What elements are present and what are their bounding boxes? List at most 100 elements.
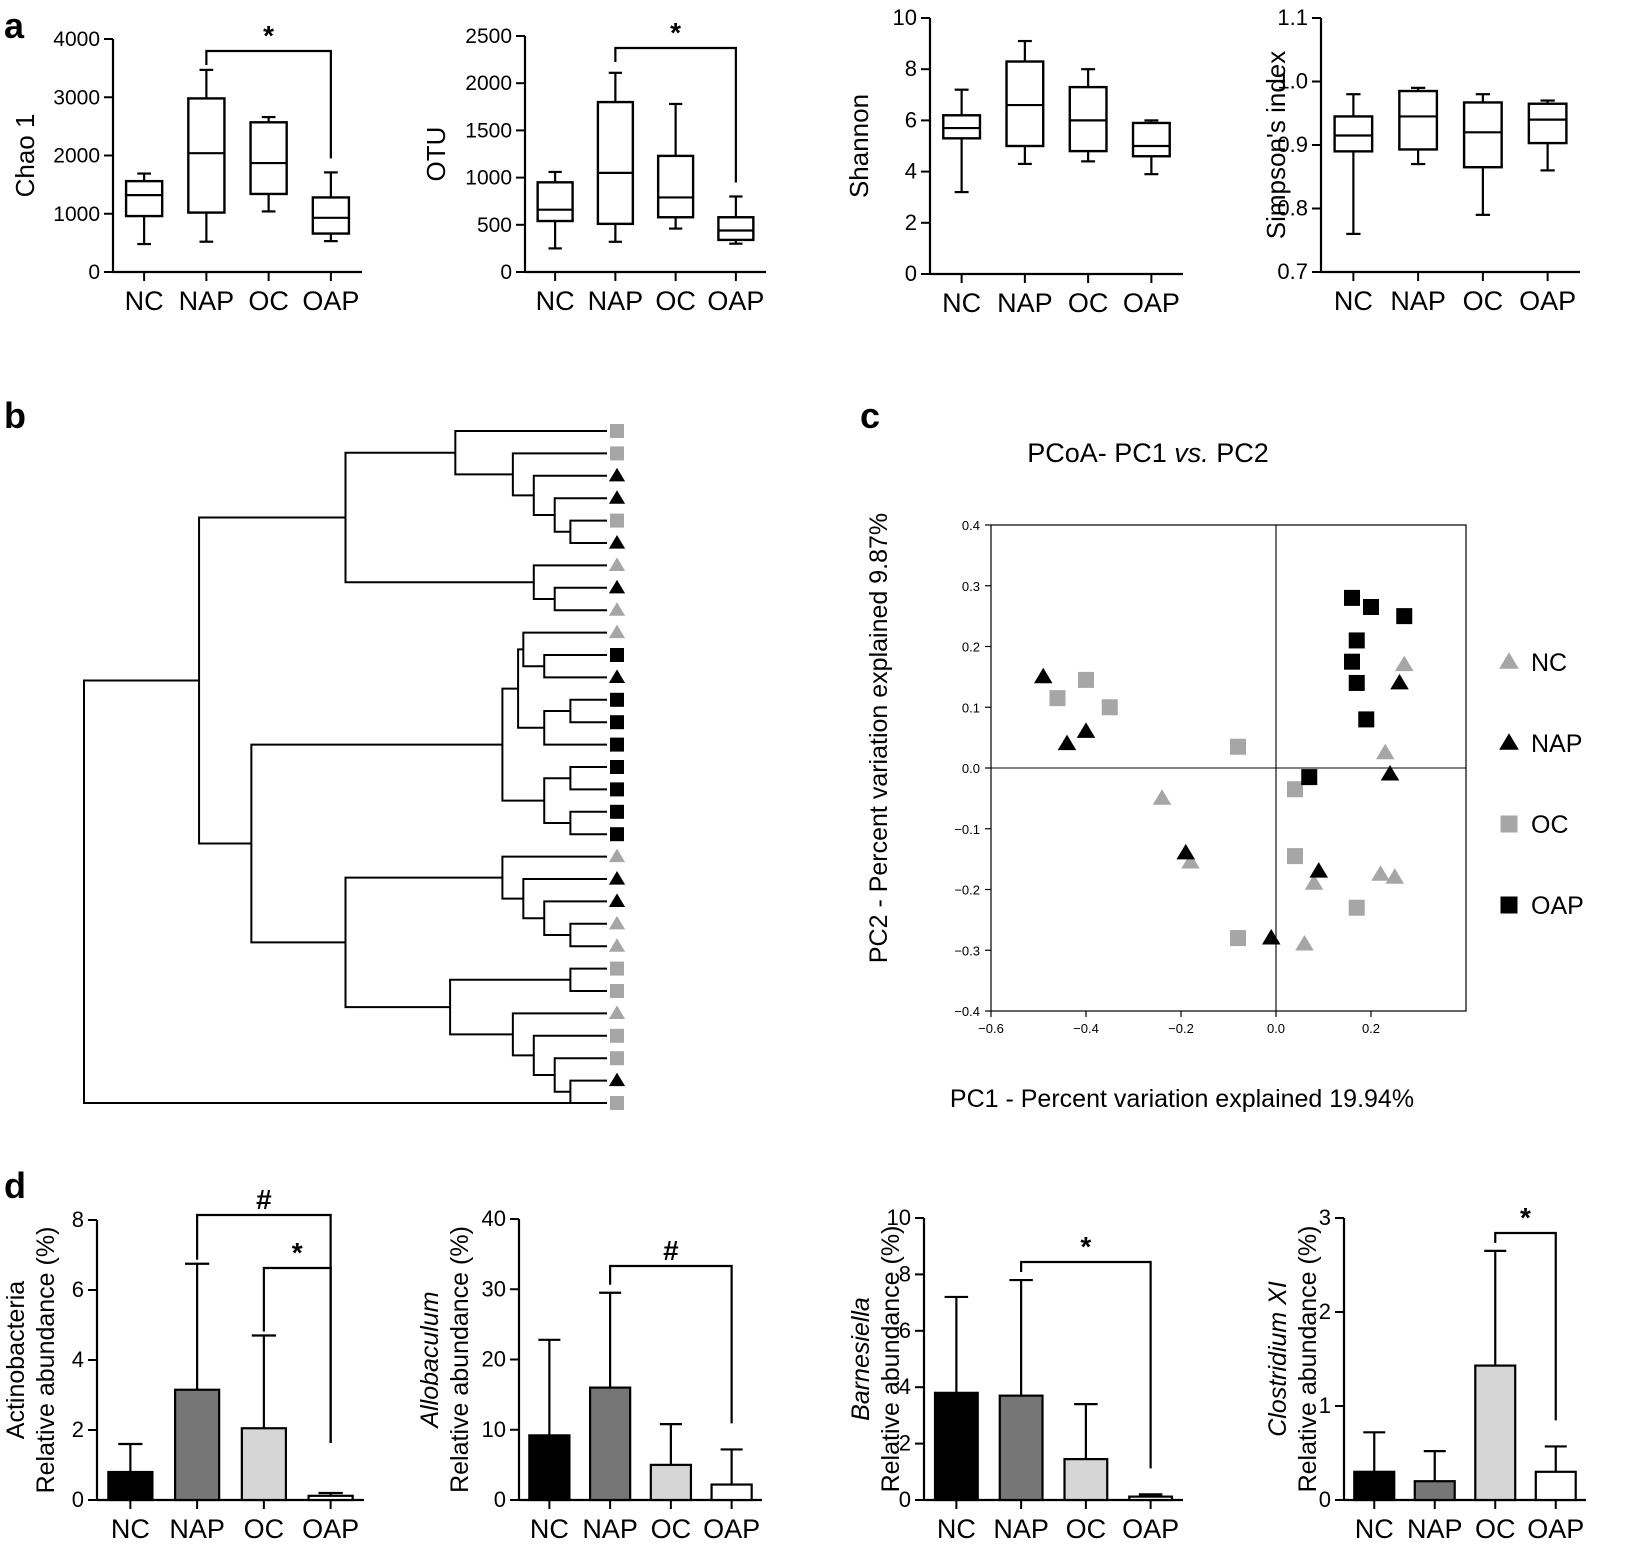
otu-x-tick-label: OC [655,286,696,316]
otu-x-tick-label: NC [536,286,575,316]
chart-actinobacteria: 0 2 4 6 8 NC NAP OC OAP Actinobacteria Relative ab… [2,1184,364,1544]
barnesiella-significance-label: * [1080,1231,1091,1262]
dendrogram-branch [198,516,346,845]
pcoa-point-oc [1049,690,1066,707]
chart-otu: 0 500 1000 1500 2000 2500 NC NAP OC OAP OTU * [421,17,766,316]
pcoa-point-nap [1057,734,1077,751]
otu-box [656,154,695,219]
chao1-box [124,179,164,218]
allobaculum-y-tick-label: 40 [482,1206,506,1231]
pcoa-point-nap [1076,722,1096,738]
simpson-box [1398,89,1439,151]
barnesiella-x-tick-label: OAP [1122,1514,1179,1544]
pcoa-y-tick-label: −0.1 [954,822,980,837]
pcoa-point-nap [1309,862,1329,878]
dendrogram-leaf-nap [608,490,626,504]
dendrogram-leaf-oc [610,513,624,528]
dendrogram-branch [543,777,571,824]
shannon-box [1131,121,1171,158]
actinobacteria-x-tick-label: NAP [169,1514,225,1544]
barnesiella-bar [998,1394,1044,1502]
chart-barnesiella: 0 2 4 6 8 10 NC NAP OC OAP Barnesiella Relative abu… [847,1205,1183,1544]
pcoa-point-oap [1344,589,1360,606]
allobaculum-significance-bracket [609,1264,733,1424]
pcoa-x-label: PC1 - Percent variation explained 19.94% [950,1085,1414,1113]
actinobacteria-bar [307,1494,354,1502]
dendrogram-leaf-oap [610,804,624,819]
pcoa-point-oc [1230,930,1246,947]
dendrogram-leaf-oc [610,424,624,438]
pcoa-x-tick-label: −0.4 [1073,1021,1099,1036]
dendrogram-branch [511,452,607,497]
actinobacteria-y-label: Relative abundance (%) [32,1227,60,1494]
pcoa-point-nc [1385,868,1405,884]
actinobacteria-y-tick-label: 0 [72,1487,84,1512]
clostridium-x-tick-label: OC [1475,1514,1516,1544]
actinobacteria-y-label-taxon: Actinobacteria [2,1281,30,1440]
dendrogram-branch [522,878,607,920]
pcoa-point-nc [1304,874,1324,890]
clostridium-significance-label: * [1520,1202,1531,1233]
dendrogram-leaf-nc [608,938,626,952]
panel-label-d: d [4,1165,26,1206]
dendrogram-leaf-oap [610,760,624,774]
otu-y-tick-label: 500 [477,214,512,237]
clostridium-bar [1474,1364,1517,1502]
chao1-significance-bracket [205,49,332,159]
pcoa-point-nap [1390,673,1409,690]
simpson-y-tick-label: 1.1 [1277,5,1308,30]
clostridium-y-label-taxon: Clostridium XI [1264,1281,1292,1437]
actinobacteria-y-tick-label: 8 [72,1207,84,1232]
otu-y-tick-label: 0 [500,261,512,284]
dendrogram-leaf-nap [608,893,626,907]
pcoa-point-nc [1375,743,1395,760]
chao1-x-tick-label: NC [125,286,164,316]
simpson-y-tick-label: 0.9 [1277,132,1308,157]
actinobacteria-significance-bracket [262,1266,332,1443]
actinobacteria-x-tick-label: OAP [302,1514,359,1544]
allobaculum-y-tick-label: 30 [482,1276,506,1301]
dendrogram-branch [543,900,607,936]
clostridium-bar [1353,1470,1396,1502]
chao1-y-tick-label: 3000 [53,86,100,109]
panel-label-b: b [4,395,26,436]
dendrogram-branch [517,648,545,729]
shannon-box [942,114,982,140]
chao1-y-label: Chao 1 [10,114,40,198]
chart-simpson: 0.7 0.8 0.9 1.0 1.1 NC NAP OC OAP Simpson's index [1261,5,1580,316]
clostridium-x-tick-label: OAP [1527,1514,1584,1544]
otu-y-tick-label: 1000 [465,167,512,190]
allobaculum-y-tick-label: 10 [482,1417,506,1442]
simpson-x-tick-label: NC [1334,286,1373,316]
simpson-y-tick-label: 0.8 [1277,196,1308,221]
clostridium-y-tick-label: 3 [1319,1205,1331,1230]
pcoa-title-suffix: PC2 [1209,438,1269,468]
allobaculum-x-tick-label: NC [530,1514,569,1544]
dendrogram-branch [569,698,607,724]
otu-significance-bracket [614,46,737,183]
dendrogram-leaf-oap [610,827,624,842]
actinobacteria-bar [240,1427,288,1502]
dendrogram-leaf-oc [610,1051,624,1066]
barnesiella-y-label-taxon: Barnesiella [847,1297,875,1421]
clostridium-y-tick-label: 1 [1319,1393,1331,1418]
shannon-x-tick-label: NC [942,288,981,318]
pcoa-point-oap [1363,599,1379,616]
pcoa-y-tick-label: 0.4 [962,518,980,533]
simpson-y-label: Simpson's index [1261,51,1291,240]
pcoa-point-oc [1287,781,1303,798]
pcoa-point-oc [1287,848,1303,865]
chao1-x-tick-label: OC [248,286,289,316]
simpson-box [1333,115,1374,153]
barnesiella-y-tick-label: 4 [899,1374,911,1399]
dendrogram-branch [532,1034,607,1076]
shannon-y-tick-label: 10 [893,5,917,30]
panel-label-c: c [860,395,880,436]
dendrogram-branch [553,1057,607,1093]
allobaculum-y-tick-label: 0 [494,1487,506,1512]
clostridium-bar [1534,1470,1577,1502]
dendrogram-leaf-oc [610,984,624,998]
dendrogram-leaf-oc [610,1028,624,1043]
actinobacteria-x-tick-label: OC [244,1514,285,1544]
pcoa-y-tick-label: −0.3 [954,943,980,958]
